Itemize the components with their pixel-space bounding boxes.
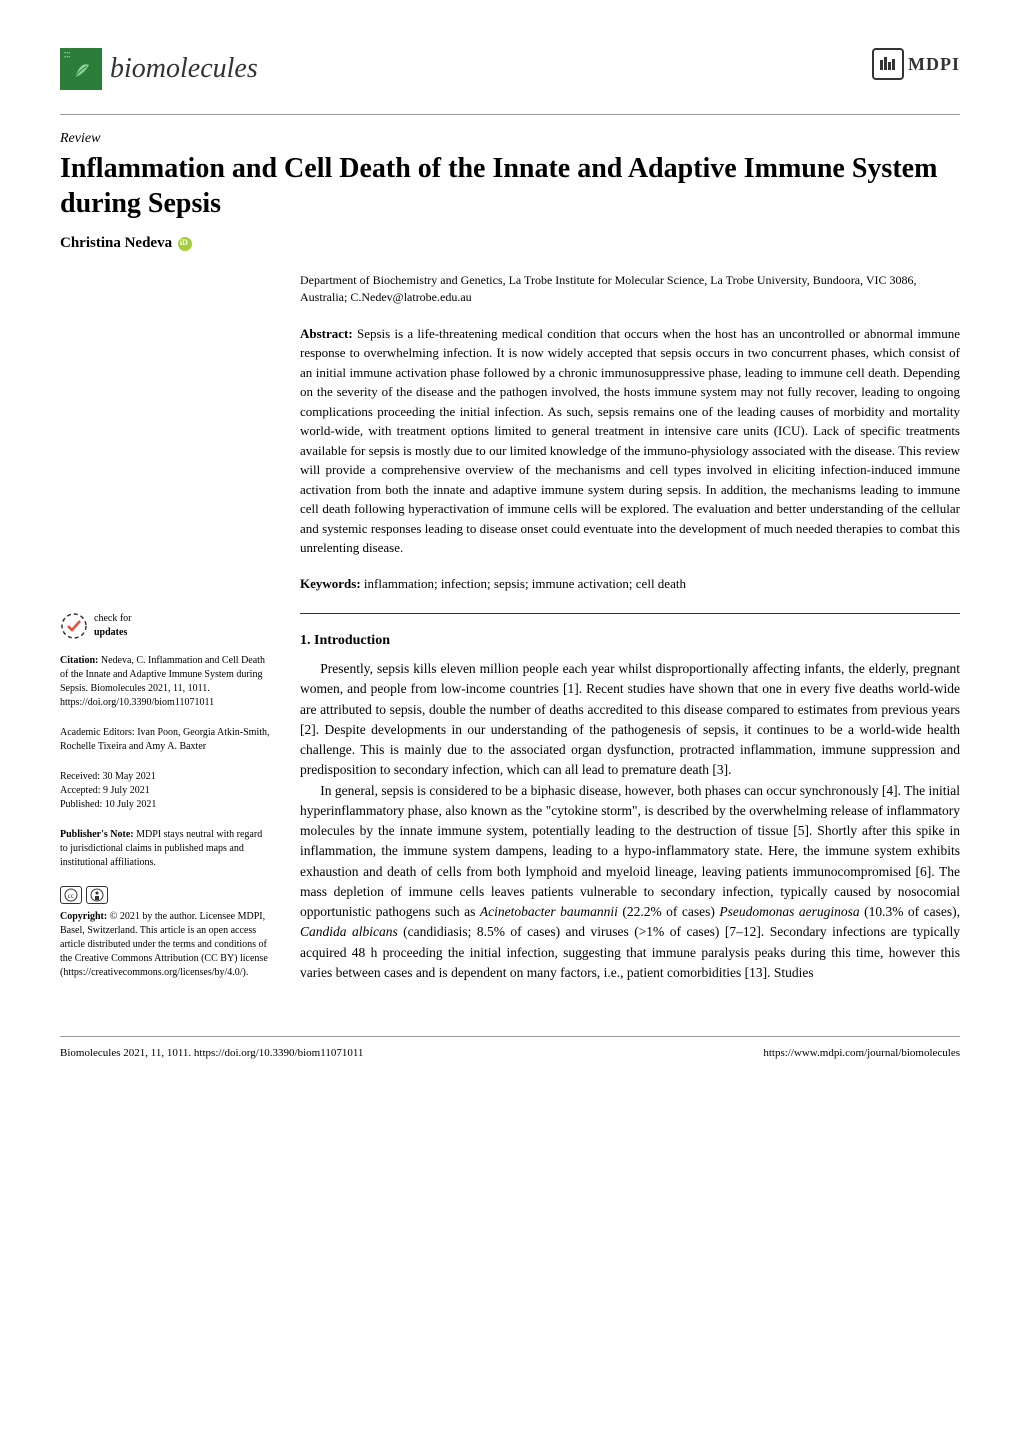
mdpi-icon (872, 48, 904, 80)
abstract-block: Abstract: Sepsis is a life-threatening m… (300, 324, 960, 558)
p2-b: (22.2% of cases) (618, 904, 720, 919)
orcid-icon[interactable] (178, 237, 192, 251)
p2-a: In general, sepsis is considered to be a… (300, 783, 960, 920)
abstract-label: Abstract: (300, 326, 353, 341)
intro-para-1: Presently, sepsis kills eleven million p… (300, 659, 960, 781)
author-line: Christina Nedeva (60, 235, 960, 252)
article-title: Inflammation and Cell Death of the Innat… (60, 151, 960, 221)
page-footer: Biomolecules 2021, 11, 1011. https://doi… (60, 1036, 960, 1059)
check-updates-text: check for updates (94, 612, 131, 640)
section-1-title: 1. Introduction (300, 630, 960, 651)
editors-block: Academic Editors: Ivan Poon, Georgia Atk… (60, 726, 272, 754)
publisher-note-label: Publisher's Note: (60, 829, 134, 840)
journal-logo-icon: •••••• (60, 48, 102, 90)
cc-badges: cc (60, 886, 272, 904)
citation-label: Citation: (60, 655, 98, 666)
species-2: Pseudomonas aeruginosa (719, 904, 859, 919)
abstract-text: Sepsis is a life-threatening medical con… (300, 326, 960, 556)
license-block: cc Copyright: © 2021 by the author. Lice… (60, 886, 272, 980)
citation-block: Citation: Nedeva, C. Inflammation and Ce… (60, 654, 272, 710)
page-header: •••••• biomolecules MDPI (60, 48, 960, 90)
p2-c: (10.3% of cases), (860, 904, 960, 919)
dates-block: Received: 30 May 2021 Accepted: 9 July 2… (60, 770, 272, 812)
check-updates-icon (60, 612, 88, 640)
check-updates-widget[interactable]: check for updates (60, 612, 272, 640)
article-type: Review (60, 131, 960, 147)
sidebar: check for updates Citation: Nedeva, C. I… (60, 272, 272, 996)
journal-name: biomolecules (110, 53, 258, 85)
received-date: Received: 30 May 2021 (60, 770, 272, 784)
publisher-note-block: Publisher's Note: MDPI stays neutral wit… (60, 828, 272, 870)
header-divider (60, 114, 960, 115)
main-content: Department of Biochemistry and Genetics,… (300, 272, 960, 996)
publisher-name: MDPI (908, 54, 960, 75)
footer-left: Biomolecules 2021, 11, 1011. https://doi… (60, 1047, 363, 1059)
journal-logo: •••••• biomolecules (60, 48, 258, 90)
check-line2: updates (94, 626, 131, 640)
accepted-date: Accepted: 9 July 2021 (60, 784, 272, 798)
svg-text:cc: cc (68, 892, 74, 900)
leaf-icon (69, 57, 93, 81)
keywords-block: Keywords: inflammation; infection; sepsi… (300, 574, 960, 594)
keywords-label: Keywords: (300, 576, 361, 591)
intro-para-2: In general, sepsis is considered to be a… (300, 781, 960, 984)
by-icon (86, 886, 108, 904)
species-1: Acinetobacter baumannii (480, 904, 618, 919)
editors-label: Academic Editors: (60, 727, 135, 738)
section-divider (300, 613, 960, 614)
species-3: Candida albicans (300, 924, 398, 939)
p2-d: (candidiasis; 8.5% of cases) and viruses… (300, 924, 960, 980)
published-date: Published: 10 July 2021 (60, 798, 272, 812)
keywords-text: inflammation; infection; sepsis; immune … (364, 576, 686, 591)
copyright-label: Copyright: (60, 911, 107, 922)
cc-icon: cc (60, 886, 82, 904)
check-line1: check for (94, 612, 131, 626)
footer-right: https://www.mdpi.com/journal/biomolecule… (763, 1047, 960, 1059)
author-name: Christina Nedeva (60, 235, 172, 251)
affiliation: Department of Biochemistry and Genetics,… (300, 272, 960, 306)
publisher-logo: MDPI (872, 48, 960, 80)
